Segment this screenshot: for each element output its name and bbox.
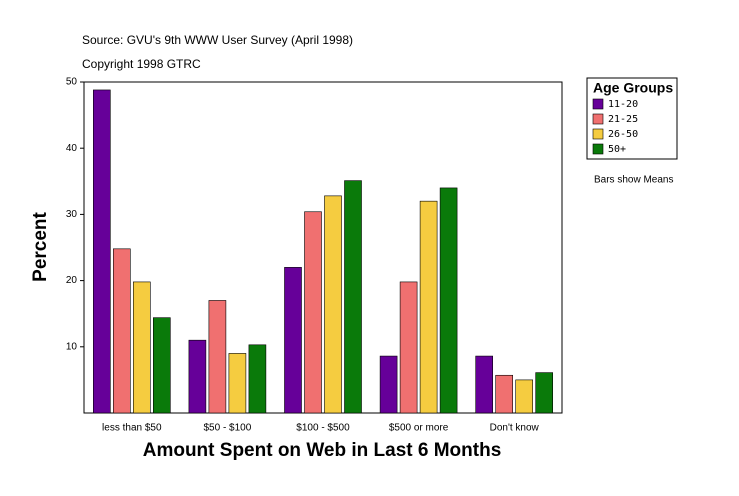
bar (133, 281, 151, 414)
legend-label: 11-20 (608, 99, 638, 110)
bar (248, 344, 267, 414)
bar (439, 187, 458, 414)
legend-label: 26-50 (608, 129, 638, 140)
note: Bars show Means (594, 175, 673, 186)
bar (113, 248, 131, 414)
x-tick-label: Don't know (490, 423, 540, 434)
legend-title: Age Groups (593, 80, 673, 96)
bar (93, 89, 111, 414)
bar (419, 200, 438, 414)
x-tick-label: $50 - $100 (203, 423, 251, 434)
bar (535, 372, 554, 414)
legend-swatch (592, 113, 604, 125)
legend-swatch (592, 98, 604, 110)
bar (324, 195, 342, 414)
bar (284, 267, 302, 414)
bar (515, 379, 534, 414)
copyright: Copyright 1998 GTRC (82, 57, 201, 71)
subtitle: Source: GVU's 9th WWW User Survey (April… (82, 33, 353, 47)
bar (228, 353, 247, 414)
bar (379, 355, 398, 414)
bar (188, 339, 207, 414)
x-tick-label: $100 - $500 (296, 423, 350, 434)
bar (344, 180, 362, 414)
y-axis-title: Percent (30, 211, 51, 281)
y-tick-label: 10 (66, 341, 78, 352)
legend-swatch (592, 143, 604, 155)
y-tick-label: 20 (66, 275, 78, 286)
legend-swatch (592, 128, 604, 140)
x-tick-label: $500 or more (389, 423, 449, 434)
bar (475, 355, 494, 414)
legend-label: 50+ (608, 144, 626, 155)
bar (208, 300, 227, 414)
legend-label: 21-25 (608, 114, 638, 125)
x-axis-title: Amount Spent on Web in Last 6 Months (143, 440, 502, 461)
y-tick-label: 30 (66, 209, 78, 220)
plot-frame (83, 81, 563, 414)
y-tick-label: 40 (66, 143, 78, 154)
bar (495, 374, 514, 414)
x-tick-label: less than $50 (102, 423, 162, 434)
bar (399, 281, 418, 414)
y-tick-label: 50 (66, 77, 78, 88)
bar (153, 317, 171, 414)
bar (304, 211, 322, 414)
